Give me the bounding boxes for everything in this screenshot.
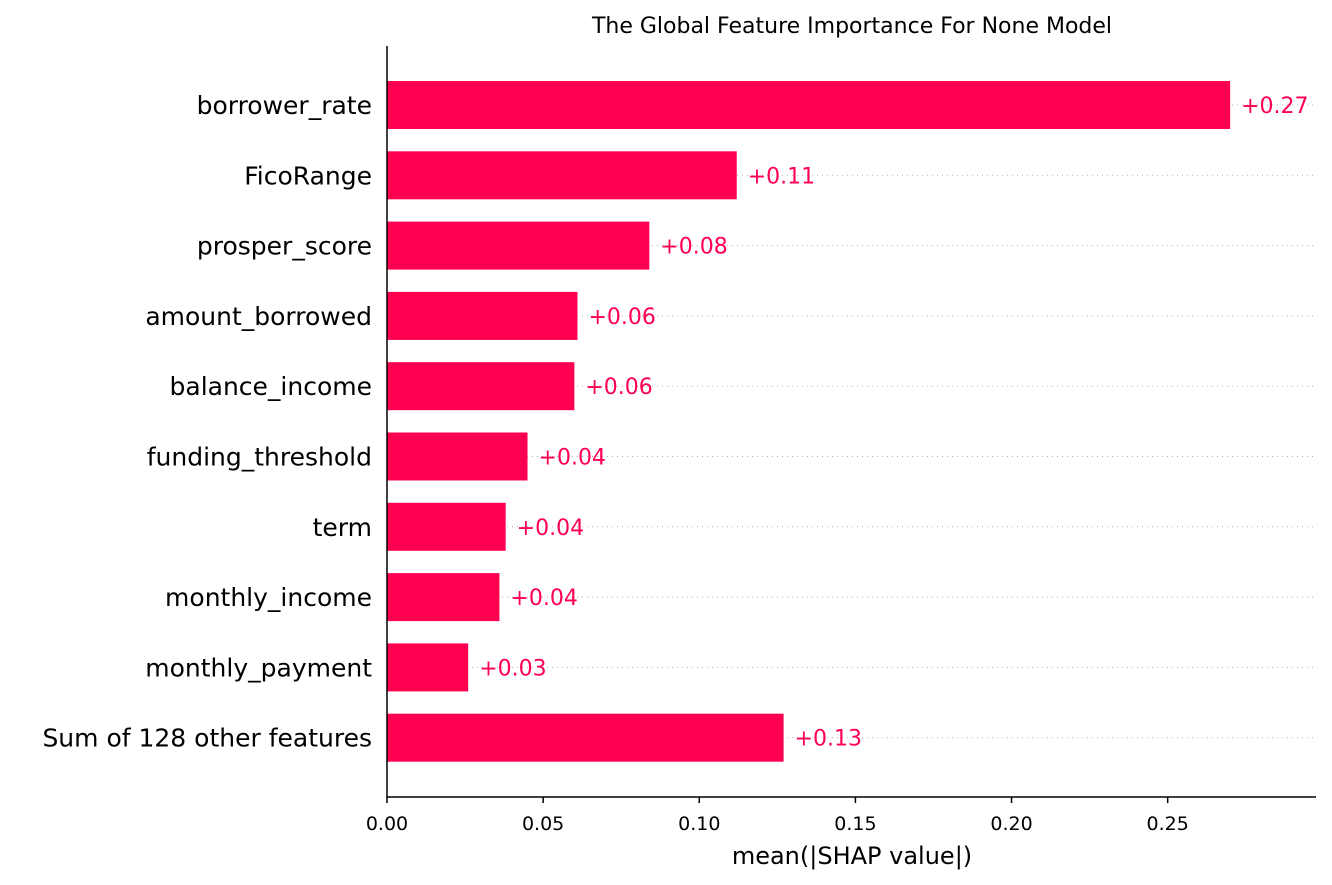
feature-label-4: balance_income [170,372,373,401]
value-label-9: +0.13 [795,727,862,752]
label-layer: +0.27 borrower_rate +0.11 FicoRange +0.08 pro… [42,91,1308,753]
x-tick-label: 0.20 [990,813,1032,835]
bar-6 [387,502,506,551]
feature-label-0: borrower_rate [197,91,372,120]
value-label-4: +0.06 [585,375,652,400]
x-tick-label: 0.15 [834,813,876,835]
axis-layer: 0.00 0.05 0.10 0.15 0.20 0.25 [366,46,1316,835]
bar-8 [387,643,469,692]
value-label-7: +0.04 [510,586,577,611]
bar-1 [387,151,737,200]
value-label-6: +0.04 [517,516,584,541]
x-tick-label: 0.05 [522,813,564,835]
feature-label-5: funding_threshold [147,443,372,472]
feature-label-1: FicoRange [244,161,372,190]
chart-title: The Global Feature Importance For None M… [591,14,1112,39]
value-label-8: +0.03 [479,656,546,681]
bar-3 [387,291,578,340]
bar-4 [387,362,575,411]
bar-5 [387,432,528,481]
value-label-1: +0.11 [748,164,815,189]
bar-7 [387,573,500,622]
feature-label-8: monthly_payment [145,653,372,682]
bar-layer [387,81,1231,762]
grid-layer [387,104,1316,739]
feature-label-6: term [313,513,372,542]
x-tick-label: 0.10 [678,813,720,835]
bar-2 [387,221,650,270]
feature-label-7: monthly_income [165,583,372,612]
bar-0 [387,81,1231,129]
x-axis-label: mean(|SHAP value|) [732,842,972,870]
value-label-3: +0.06 [588,305,655,330]
feature-label-9: Sum of 128 other features [42,724,372,753]
value-label-0: +0.27 [1241,94,1308,119]
feature-label-2: prosper_score [197,232,372,261]
value-label-2: +0.08 [660,235,727,260]
x-tick-label: 0.25 [1147,813,1189,835]
value-label-5: +0.04 [539,446,606,471]
feature-label-3: amount_borrowed [145,302,372,331]
x-tick-label: 0.00 [366,813,408,835]
bar-9 [387,713,784,762]
